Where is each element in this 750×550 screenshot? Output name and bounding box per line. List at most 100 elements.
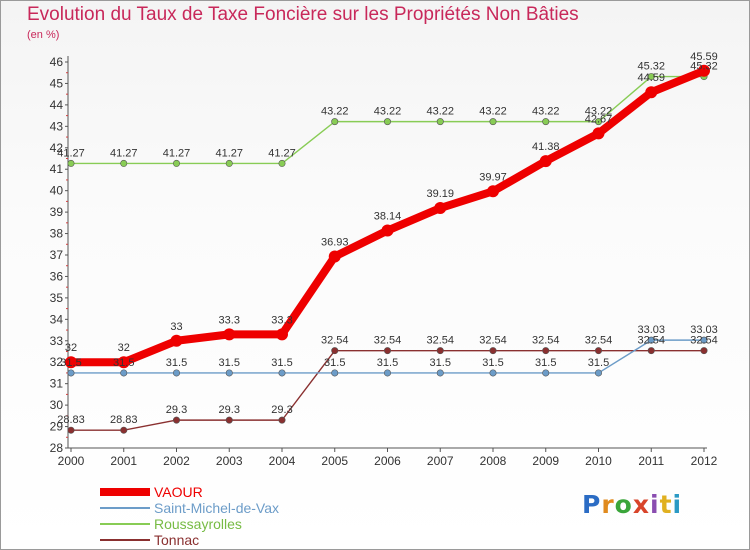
logo-letter: i: [672, 490, 683, 519]
data-label-saint-michel-de-vax-2004: 31.5: [271, 357, 292, 369]
x-tick-label: 2002: [163, 454, 190, 468]
legend-label-vaour: VAOUR: [154, 484, 203, 500]
data-label-saint-michel-de-vax-2006: 31.5: [377, 357, 398, 369]
point-vaour-2000: [65, 356, 77, 369]
point-vaour-2004: [276, 328, 288, 341]
data-label-roussayrolles-2006: 43.22: [374, 106, 402, 118]
point-vaour-2008: [487, 185, 499, 198]
series-layer: [65, 64, 710, 434]
point-saint-michel-de-vax-2009: [542, 369, 550, 377]
point-saint-michel-de-vax-2012: [700, 336, 708, 344]
legend-label-saint-michel-de-vax: Saint-Michel-de-Vax: [154, 500, 280, 516]
y-tick-label: 41: [50, 162, 64, 176]
x-tick-label: 2006: [374, 454, 401, 468]
point-saint-michel-de-vax-2004: [278, 369, 286, 377]
data-label-tonnac-2001: 28.83: [110, 414, 138, 426]
point-roussayrolles-2004: [278, 159, 286, 167]
x-tick-label: 2008: [480, 454, 507, 468]
point-saint-michel-de-vax-2010: [594, 369, 602, 377]
data-label-tonnac-2011: 32.54: [637, 335, 665, 347]
data-label-saint-michel-de-vax-2005: 31.5: [324, 357, 345, 369]
y-tick-label: 35: [50, 291, 64, 305]
point-roussayrolles-2006: [383, 118, 391, 126]
data-label-saint-michel-de-vax-2003: 31.5: [219, 357, 240, 369]
proxiti-logo: Proxiti: [582, 490, 682, 519]
data-label-vaour-2007: 39.19: [426, 188, 454, 200]
point-saint-michel-de-vax-2003: [225, 369, 233, 377]
data-label-roussayrolles-2011: 45.32: [637, 61, 665, 73]
point-saint-michel-de-vax-2005: [331, 369, 339, 377]
point-tonnac-2004: [278, 416, 286, 424]
chart-title: Evolution du Taux de Taxe Foncière sur l…: [27, 4, 579, 25]
point-tonnac-2010: [594, 347, 602, 355]
data-label-tonnac-2003: 29.3: [219, 404, 240, 416]
data-label-vaour-2011: 44.59: [637, 72, 665, 84]
point-tonnac-2009: [542, 347, 550, 355]
point-saint-michel-de-vax-2000: [67, 369, 75, 377]
point-vaour-2012: [698, 64, 710, 77]
data-label-vaour-2009: 41.38: [532, 141, 560, 153]
point-vaour-2001: [117, 356, 130, 369]
x-tick-label: 2001: [110, 454, 137, 468]
logo-letter: i: [650, 490, 660, 519]
axes: 2829303132333435363738394041424344454620…: [50, 55, 718, 468]
point-roussayrolles-2003: [225, 159, 233, 167]
y-tick-label: 31: [50, 377, 64, 391]
x-tick-label: 2005: [321, 454, 348, 468]
data-label-saint-michel-de-vax-2001: 31.5: [113, 357, 134, 369]
data-label-roussayrolles-2005: 43.22: [321, 106, 349, 118]
point-tonnac-2002: [173, 416, 181, 424]
data-label-roussayrolles-2009: 43.22: [532, 106, 560, 118]
y-tick-label: 46: [50, 55, 64, 69]
x-tick-label: 2007: [427, 454, 454, 468]
data-label-tonnac-2002: 29.3: [166, 404, 187, 416]
data-label-tonnac-2006: 32.54: [374, 335, 402, 347]
point-vaour-2005: [328, 250, 341, 263]
data-label-vaour-2010: 42.67: [585, 113, 613, 125]
data-label-tonnac-2005: 32.54: [321, 335, 349, 347]
point-tonnac-2003: [225, 416, 233, 424]
logo-letter: o: [614, 490, 633, 519]
point-vaour-2006: [381, 224, 394, 237]
point-saint-michel-de-vax-2001: [120, 369, 128, 377]
y-tick-label: 39: [50, 205, 64, 219]
data-label-saint-michel-de-vax-2010: 31.5: [588, 357, 609, 369]
y-tick-label: 29: [50, 420, 64, 434]
data-label-roussayrolles-2008: 43.22: [479, 106, 507, 118]
point-vaour-2011: [645, 86, 658, 99]
x-tick-label: 2000: [58, 454, 85, 468]
point-roussayrolles-2010: [594, 118, 602, 126]
data-label-vaour-2012: 45.59: [690, 51, 718, 63]
legend-swatch-saint-michel-de-vax: [100, 507, 150, 509]
point-vaour-2002: [170, 334, 183, 347]
point-vaour-2010: [592, 127, 605, 140]
data-label-saint-michel-de-vax-2008: 31.5: [482, 357, 503, 369]
point-tonnac-2011: [647, 347, 655, 355]
y-tick-label: 30: [50, 398, 64, 412]
legend-label-roussayrolles: Roussayrolles: [154, 516, 242, 532]
legend-swatch-tonnac: [100, 539, 150, 541]
data-label-vaour-2002: 33: [170, 321, 182, 333]
point-tonnac-2007: [436, 347, 444, 355]
point-vaour-2009: [539, 155, 552, 168]
data-label-saint-michel-de-vax-2011: 33.03: [637, 324, 665, 336]
data-label-vaour-2000: 32: [65, 342, 77, 354]
data-label-tonnac-2004: 29.3: [271, 404, 292, 416]
data-label-vaour-2001: 32: [118, 342, 130, 354]
data-label-saint-michel-de-vax-2012: 33.03: [690, 324, 718, 336]
y-tick-label: 38: [50, 227, 64, 241]
point-tonnac-2000: [67, 426, 75, 434]
data-label-tonnac-2012: 32.54: [690, 335, 718, 347]
data-label-tonnac-2008: 32.54: [479, 335, 507, 347]
logo-letter: x: [632, 490, 650, 519]
point-roussayrolles-2011: [647, 73, 655, 81]
point-roussayrolles-2001: [120, 159, 128, 167]
data-label-tonnac-2007: 32.54: [426, 335, 454, 347]
data-label-tonnac-2000: 28.83: [57, 414, 85, 426]
data-labels-layer: 28.83 28.83 29.3 29.3 29.3 32.54 32.54 32.54 32.…: [57, 51, 718, 426]
point-tonnac-2012: [700, 347, 708, 355]
data-label-vaour-2004: 33.3: [271, 314, 292, 326]
data-label-roussayrolles-2012: 45.32: [690, 61, 718, 73]
logo-letter: P: [582, 490, 602, 519]
